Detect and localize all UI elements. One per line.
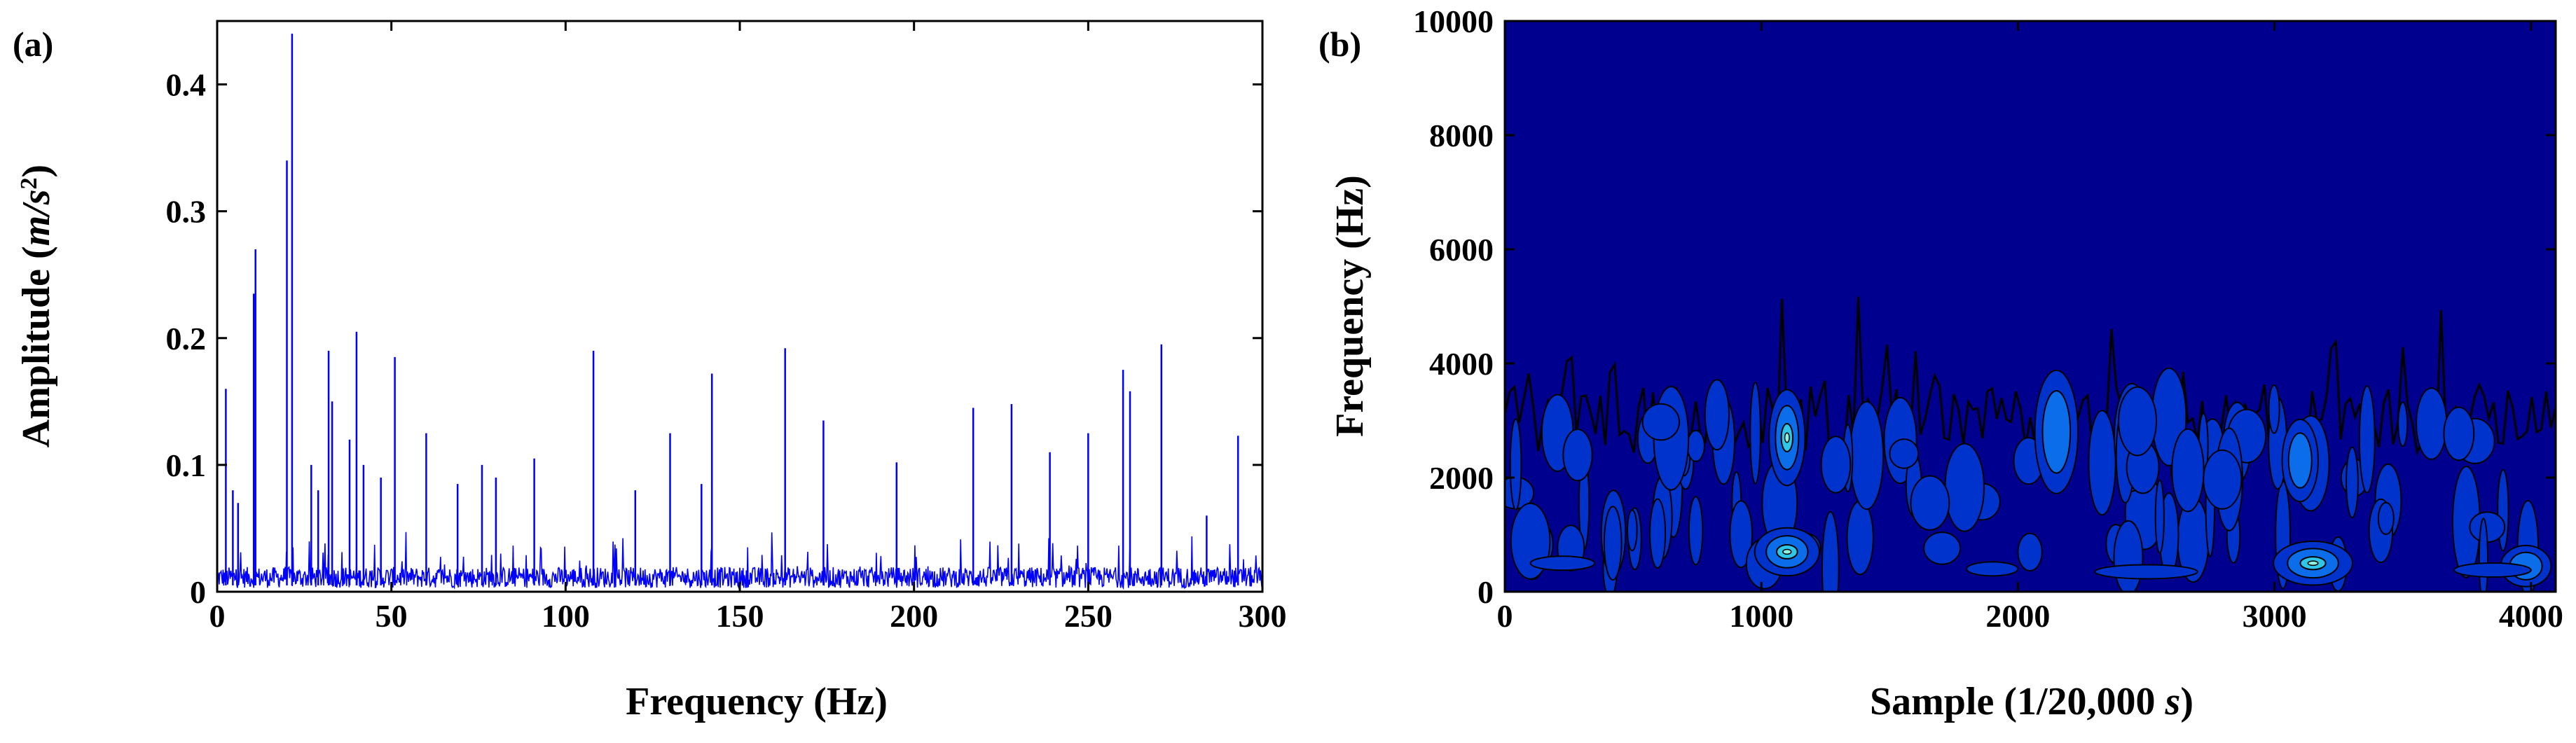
scalogram-contours <box>1505 296 2556 592</box>
panel-b-axes-frame <box>1503 20 2557 593</box>
contour-level-1-blob <box>1641 403 1681 441</box>
x-tick-label: 50 <box>376 598 408 634</box>
contour-low-strip <box>1529 555 1596 571</box>
contour-level-1-blob <box>1910 475 1950 531</box>
energy-band-core <box>1784 432 1790 443</box>
panel-b: (b) 0 1000 2000 3000 4000 0 2000 4000 6000 8000 10… <box>1318 4 2563 723</box>
energy-band-core <box>2307 560 2319 567</box>
contour-level-1-blob <box>2203 449 2243 510</box>
contour-level-1-blob <box>2358 385 2376 494</box>
x-tick-label: 4000 <box>2499 598 2563 634</box>
contour-level-1-blob <box>2346 446 2359 518</box>
x-tick-label: 0 <box>1497 598 1513 634</box>
contour-level-1-blob <box>2377 501 2395 535</box>
contour-level-1-blob <box>2443 406 2475 461</box>
x-tick-label: 3000 <box>2243 598 2307 634</box>
y-tick-label: 4000 <box>1429 346 1494 382</box>
energy-band-mid <box>2041 390 2072 474</box>
contour-level-1-blob <box>1846 500 1874 576</box>
contour-low-strip <box>1966 561 2019 577</box>
panel-a-axes-frame <box>216 20 1264 593</box>
contour-level-1-blob <box>1849 401 1885 511</box>
panel-a-xlabel: Frequency (Hz) <box>626 680 888 723</box>
contour-level-1-blob <box>2017 532 2043 571</box>
contour-level-1-blob <box>1562 429 1593 482</box>
contour-level-1-blob <box>1821 511 1840 592</box>
x-tick-label: 0 <box>209 598 226 634</box>
contour-level-1-blob <box>1729 500 1753 569</box>
y-tick-label: 8000 <box>1429 118 1494 153</box>
contour-level-1-blob <box>1749 381 1761 485</box>
contour-level-1-blob <box>2113 520 2144 592</box>
contour-level-1-blob <box>2154 479 2165 554</box>
energy-band-mid <box>2287 432 2313 489</box>
spectrum-noise-floor <box>216 532 1263 590</box>
contour-level-1-blob <box>1820 436 1852 494</box>
y-tick-label: 6000 <box>1429 232 1494 268</box>
contour-level-1-blob <box>1686 429 1705 462</box>
contour-level-1-blob <box>1688 496 1704 566</box>
contour-level-1-blob <box>2268 384 2280 434</box>
panel-b-label: (b) <box>1318 25 1361 64</box>
y-tick-label: 0.3 <box>166 194 207 230</box>
x-tick-label: 250 <box>1064 598 1113 634</box>
contour-level-1-blob <box>1649 498 1667 569</box>
panel-b-ticks: 0 1000 2000 3000 4000 0 2000 4000 6000 8000 10000 <box>1413 4 2563 634</box>
spectrum-line-group <box>216 34 1263 590</box>
y-tick-label: 0.2 <box>166 321 207 356</box>
x-tick-label: 2000 <box>1985 598 2050 634</box>
x-tick-label: 150 <box>716 598 764 634</box>
contour-low-strip <box>2094 564 2198 580</box>
contour-level-1-blob <box>1603 506 1623 581</box>
contour-level-1-blob <box>1944 443 1985 532</box>
x-tick-label: 200 <box>890 598 938 634</box>
energy-band-core <box>1782 548 1792 555</box>
y-tick-label: 0 <box>190 574 206 610</box>
contour-level-1-blob <box>1509 418 1522 511</box>
contour-level-1-blob <box>2478 518 2488 592</box>
y-tick-label: 0.1 <box>166 447 207 483</box>
x-tick-label: 100 <box>542 598 590 634</box>
contour-level-1-blob <box>1889 438 1920 469</box>
panel-b-xlabel: Sample (1/20,000 s) <box>1870 680 2193 723</box>
y-tick-label: 10000 <box>1413 4 1494 39</box>
contour-level-1-blob <box>2088 410 2116 516</box>
contour-level-1-blob <box>1704 379 1730 451</box>
panel-a-ticks: 0 50 100 150 200 250 300 0 0.1 0.2 0.3 0.4 <box>166 21 1287 634</box>
contour-low-strip <box>2453 562 2532 578</box>
contour-level-1-blob <box>2416 387 2448 460</box>
contour-level-1-blob <box>1627 509 1638 552</box>
panel-b-ylabel: Frequency (Hz) <box>1328 175 1372 437</box>
contour-level-1-blob <box>2118 386 2157 457</box>
contour-level-1-blob <box>1923 532 1962 565</box>
contour-level-1-blob <box>2397 401 2409 447</box>
y-tick-label: 0 <box>1478 574 1494 610</box>
y-tick-label: 0.4 <box>166 67 207 103</box>
panel-a-ylabel: Amplitude (m/s2) <box>15 165 58 447</box>
y-tick-label: 2000 <box>1429 460 1494 496</box>
x-tick-label: 1000 <box>1729 598 1793 634</box>
x-tick-label: 300 <box>1239 598 1287 634</box>
panel-a-label: (a) <box>13 25 53 64</box>
panel-a: (a) 0 50 100 150 200 250 300 0 0.1 0.2 0.3 0.4 Freq… <box>13 20 1287 723</box>
contour-level-1-blob <box>2171 428 2205 513</box>
